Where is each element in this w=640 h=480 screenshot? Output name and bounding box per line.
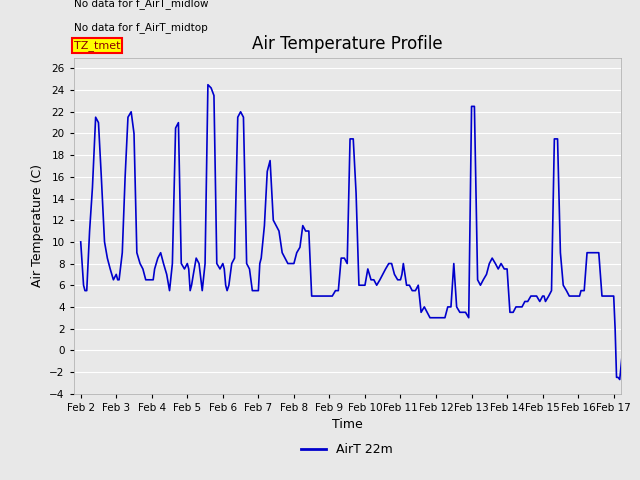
Text: No data for f_AirT_midtop: No data for f_AirT_midtop [74, 23, 207, 34]
X-axis label: Time: Time [332, 418, 363, 431]
Legend: AirT 22m: AirT 22m [296, 438, 398, 461]
Text: No data for f_AirT_midlow: No data for f_AirT_midlow [74, 0, 208, 9]
Text: TZ_tmet: TZ_tmet [74, 40, 120, 51]
Title: Air Temperature Profile: Air Temperature Profile [252, 35, 442, 53]
Y-axis label: Air Temperature (C): Air Temperature (C) [31, 164, 44, 287]
